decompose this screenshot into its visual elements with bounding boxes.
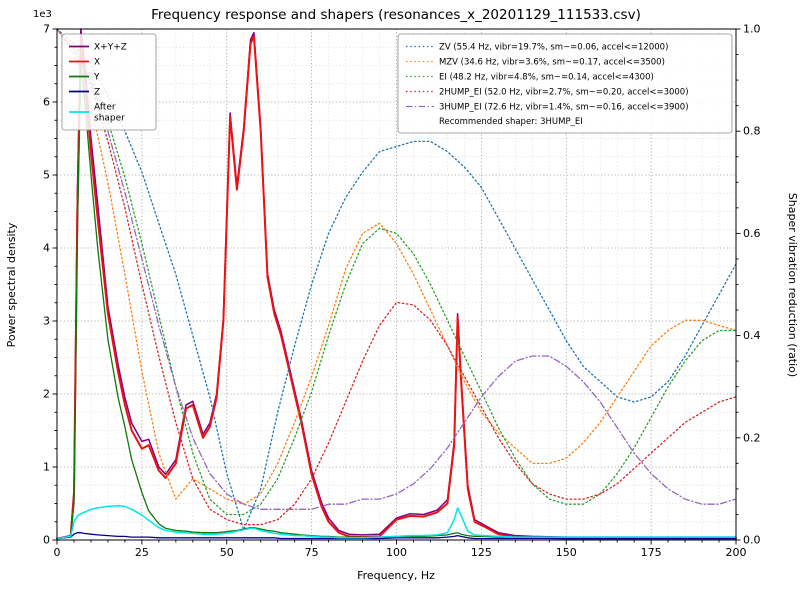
psd-legend-box: [61, 33, 157, 131]
psd-legend-label: Z: [94, 88, 100, 98]
shaper-legend: ZV (55.4 Hz, vibr=19.7%, sm~=0.06, accel…: [397, 33, 733, 134]
series-3hump_ei: [56, 28, 737, 510]
series-zv: [56, 28, 737, 531]
y-right-tick-label: 1.0: [743, 23, 761, 36]
series-x: [56, 35, 737, 540]
series: [56, 28, 737, 540]
y-left-tick-label: 6: [43, 96, 50, 109]
tick-labels: 0 25 50 75 100 125 150 175 200 0 1 2 3 4 5 6 7 0.0 0.2 0.4 0…: [43, 23, 761, 560]
psd-legend-label: X+Y+Z: [94, 43, 127, 53]
y-left-tick-label: 0: [43, 534, 50, 547]
x-axis-label: Frequency, Hz: [357, 569, 435, 582]
psd-legend-label: Y: [93, 73, 100, 83]
recommended-shaper-label: Recommended shaper: 3HUMP_EI: [439, 117, 583, 127]
y-right-tick-label: 0.4: [743, 329, 761, 342]
series-after-shaper: [56, 504, 737, 540]
y-axis-offset-text: 1e3: [33, 9, 52, 20]
shaper-legend-label: MZV (34.6 Hz, vibr=3.6%, sm~=0.17, accel…: [439, 58, 665, 68]
psd-legend-label: shaper: [94, 114, 125, 124]
shaper-legend-label: 2HUMP_EI (52.0 Hz, vibr=2.7%, sm~=0.20, …: [439, 88, 689, 98]
x-tick-label: 25: [135, 546, 149, 559]
y-right-tick-label: 0.2: [743, 431, 761, 444]
x-tick-label: 150: [556, 546, 577, 559]
series-mzv: [56, 28, 737, 505]
y-left-tick-label: 7: [43, 23, 50, 36]
series-z: [56, 532, 737, 540]
chart-title: Frequency response and shapers (resonanc…: [151, 7, 641, 23]
x-tick-label: 100: [386, 546, 407, 559]
series-ei: [56, 28, 737, 516]
x-tick-label: 175: [641, 546, 662, 559]
series-y: [56, 64, 737, 540]
x-tick-label: 0: [54, 546, 61, 559]
shaper-legend-label: ZV (55.4 Hz, vibr=19.7%, sm~=0.06, accel…: [439, 43, 668, 53]
y-right-tick-label: 0.0: [743, 534, 761, 547]
psd-legend-label: After: [94, 103, 116, 113]
y-left-tick-label: 2: [43, 388, 50, 401]
shaper-legend-label: EI (48.2 Hz, vibr=4.8%, sm~=0.14, accel<…: [439, 73, 654, 83]
shaper-legend-label: 3HUMP_EI (72.6 Hz, vibr=1.4%, sm~=0.16, …: [439, 103, 689, 113]
y-right-tick-label: 0.8: [743, 125, 761, 138]
y-axis-label-right: Shaper vibration reduction (ratio): [786, 193, 799, 377]
x-tick-label: 75: [305, 546, 319, 559]
x-tick-label: 200: [726, 546, 747, 559]
y-axis-label-left: Power spectral density: [5, 222, 18, 347]
x-tick-label: 125: [471, 546, 492, 559]
x-tick-label: 50: [220, 546, 234, 559]
shaper-legend-box: [397, 33, 733, 134]
y-left-tick-label: 5: [43, 169, 50, 182]
y-left-tick-label: 1: [43, 461, 50, 474]
axes: [52, 28, 741, 545]
y-right-tick-label: 0.6: [743, 227, 761, 240]
y-left-tick-label: 4: [43, 242, 50, 255]
psd-legend-label: X: [94, 58, 100, 68]
series-2hump_ei: [56, 28, 737, 526]
y-left-tick-label: 3: [43, 315, 50, 328]
